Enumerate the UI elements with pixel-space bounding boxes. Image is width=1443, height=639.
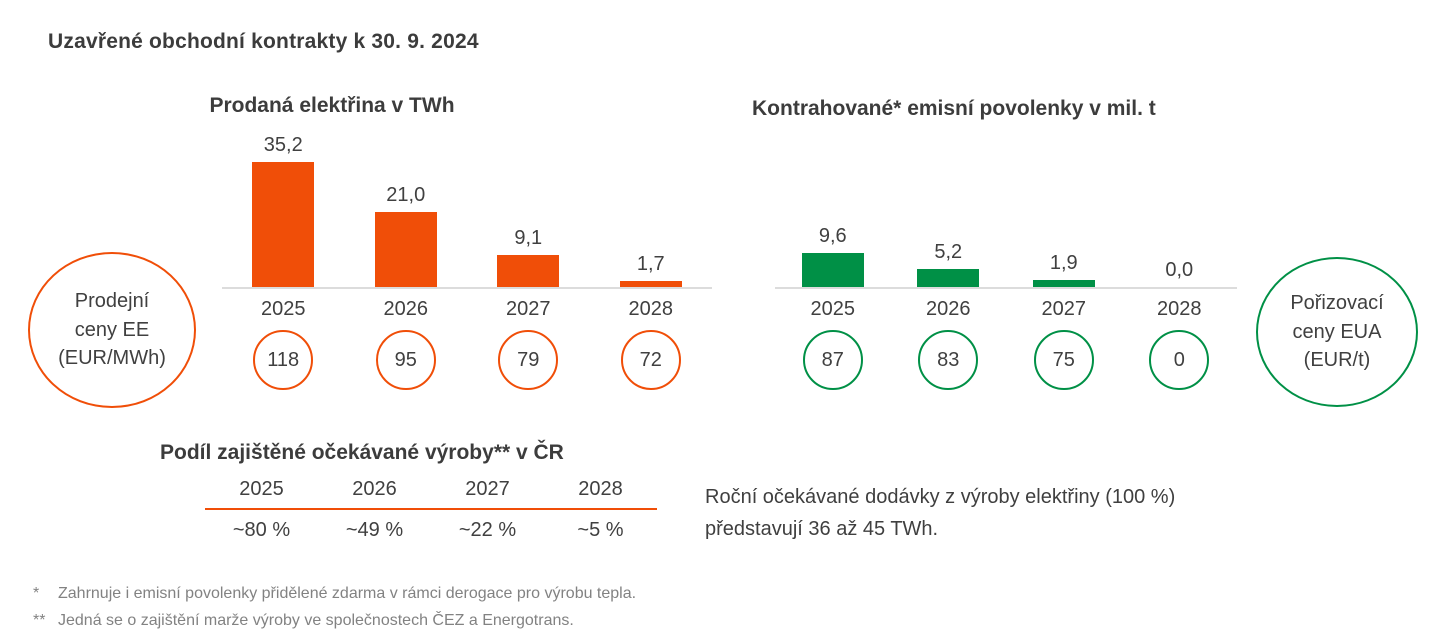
bar-column: 35,2	[222, 134, 345, 287]
table-year-header: 2026	[352, 478, 397, 500]
production-share-table-title: Podíl zajištěné očekávané výroby** v ČR	[160, 441, 564, 464]
electricity-bar-chart: 35,2 21,0 9,1 1,7 2025 2026 2027 2028 118 95 79 7…	[222, 125, 712, 390]
price-circle: 83	[918, 330, 979, 390]
electricity-chart-title: Prodaná elektřina v TWh	[209, 94, 455, 117]
price-circle-cell: 79	[467, 330, 590, 390]
table-year-header: 2028	[578, 478, 623, 500]
table-year-header: 2025	[239, 478, 284, 500]
footnotes: * Zahrnuje i emisní povolenky přidělené …	[33, 580, 636, 634]
year-label: 2025	[261, 298, 306, 320]
price-circle: 118	[253, 330, 314, 390]
price-circle: 79	[498, 330, 559, 390]
table-share-value: ~22 %	[458, 519, 517, 541]
footnote-marker: *	[33, 585, 40, 602]
bar-column: 9,6	[775, 225, 891, 287]
bar-value-label: 21,0	[386, 184, 426, 207]
x-axis-labels: 2025 2026 2027 2028	[775, 289, 1237, 321]
price-circle: 75	[1033, 330, 1094, 390]
price-circle-cell: 72	[590, 330, 713, 390]
bar-column: 1,9	[1006, 252, 1122, 287]
table-header-row: 2025 2026 2027 2028	[205, 478, 657, 501]
note-line: představují 36 až 45 TWh.	[705, 518, 939, 540]
bar	[801, 252, 864, 287]
bar-column: 5,2	[891, 240, 1007, 287]
note-line: Roční očekávané dodávky z výroby elektři…	[705, 486, 1176, 508]
price-circles-row: 118 95 79 72	[222, 330, 712, 390]
price-circle-cell: 87	[775, 330, 891, 390]
year-label: 2027	[1041, 298, 1087, 320]
footnote: * Zahrnuje i emisní povolenky přidělené …	[33, 580, 636, 607]
bar-value-label: 5,2	[934, 240, 963, 263]
bar-column: 21,0	[345, 184, 468, 287]
circle-label-line: ceny EUA	[1292, 320, 1382, 343]
circle-label-line: Prodejní	[74, 290, 150, 313]
bar-value-label: 1,9	[1049, 252, 1078, 275]
table-divider-line	[205, 508, 657, 510]
annual-delivery-note: Roční očekávané dodávky z výroby elektři…	[705, 481, 1175, 545]
table-value-row: ~80 % ~49 % ~22 % ~5 %	[205, 519, 657, 542]
bar	[374, 212, 437, 287]
year-label: 2026	[383, 298, 429, 320]
table-share-value: ~49 %	[345, 519, 404, 541]
circle-label-line: Pořizovací	[1290, 292, 1384, 315]
footnote-marker: **	[33, 612, 46, 629]
footnote-text: Zahrnuje i emisní povolenky přidělené zd…	[58, 585, 637, 602]
price-circle: 95	[375, 330, 436, 390]
bar	[619, 281, 682, 287]
electricity-price-unit-circle: Prodejní ceny EE (EUR/MWh)	[28, 252, 196, 408]
bar-value-label: 9,6	[818, 224, 847, 247]
price-circle-cell: 95	[345, 330, 468, 390]
bar-column: 1,7	[590, 253, 713, 287]
year-label: 2027	[506, 298, 551, 320]
production-share-table: 2025 2026 2027 2028 ~80 % ~49 % ~22 % ~5 %	[205, 478, 657, 542]
year-label: 2028	[1157, 298, 1202, 320]
price-circle-cell: 83	[891, 330, 1007, 390]
circle-label-line: ceny EE	[74, 318, 150, 341]
table-share-value: ~80 %	[232, 519, 291, 541]
eua-price-unit-circle: Pořizovací ceny EUA (EUR/t)	[1256, 257, 1418, 407]
x-axis-line	[222, 287, 712, 289]
table-year-header: 2027	[465, 478, 510, 500]
x-axis-labels: 2025 2026 2027 2028	[222, 289, 712, 321]
page-title: Uzavřené obchodní kontrakty k 30. 9. 202…	[48, 30, 479, 53]
bar	[917, 268, 980, 287]
bar-value-label: 9,1	[514, 226, 543, 249]
price-circle-cell: 0	[1122, 330, 1238, 390]
price-circle: 87	[802, 330, 863, 390]
circle-label-line: (EUR/MWh)	[58, 347, 166, 370]
footnote-text: Jedná se o zajištění marže výroby ve spo…	[58, 612, 574, 629]
bar-column: 9,1	[467, 227, 590, 287]
year-label: 2028	[628, 298, 674, 320]
bar	[1032, 280, 1095, 287]
plot-area: 9,6 5,2 1,9 0,0	[775, 125, 1237, 287]
year-label: 2025	[810, 298, 856, 320]
price-circle: 72	[620, 330, 681, 390]
bar-value-label: 1,7	[636, 253, 665, 275]
bar-value-label: 0,0	[1165, 259, 1194, 281]
circle-label-line: (EUR/t)	[1303, 349, 1371, 372]
footnote: ** Jedná se o zajištění marže výroby ve …	[33, 607, 636, 634]
bar-value-label: 35,2	[263, 133, 303, 156]
table-share-value: ~5 %	[577, 519, 624, 541]
allowances-bar-chart: 9,6 5,2 1,9 0,0 2025 2026 2027 2028 87 83 75 0	[775, 125, 1237, 390]
year-label: 2026	[926, 298, 971, 320]
price-circles-row: 87 83 75 0	[775, 330, 1237, 390]
price-circle-cell: 118	[222, 330, 345, 390]
allowances-chart-title: Kontrahované* emisní povolenky v mil. t	[752, 97, 1156, 120]
x-axis-line	[775, 287, 1237, 289]
bar-column: 0,0	[1122, 259, 1238, 287]
bar	[497, 254, 560, 287]
bar	[252, 161, 315, 287]
price-circle: 0	[1149, 330, 1210, 390]
price-circle-cell: 75	[1006, 330, 1122, 390]
plot-area: 35,2 21,0 9,1 1,7	[222, 125, 712, 287]
